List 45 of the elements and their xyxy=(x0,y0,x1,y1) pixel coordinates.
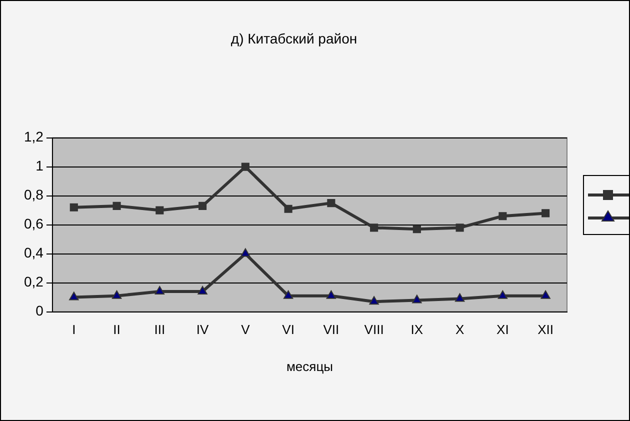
x-tick-label: IX xyxy=(410,322,424,338)
chart-title: д) Китабский район xyxy=(230,30,358,46)
x-tick-label: II xyxy=(113,322,120,338)
point xyxy=(112,202,121,210)
point xyxy=(283,290,294,299)
point xyxy=(198,286,208,294)
point xyxy=(327,199,336,208)
point xyxy=(412,294,422,304)
point xyxy=(412,225,421,234)
x-tick-label: I xyxy=(72,322,76,338)
y-tick-label: 0 xyxy=(36,302,44,319)
point xyxy=(69,292,79,300)
x-tick-label: XII xyxy=(538,322,554,338)
x-tick-label: XI xyxy=(496,322,509,338)
y-tick-label: 1 xyxy=(36,158,44,174)
x-tick-label: VII xyxy=(323,322,340,338)
x-tick-label: IV xyxy=(196,322,209,338)
y-tick-label: 0,6 xyxy=(24,216,44,232)
point xyxy=(112,290,122,299)
y-tick-label: 0,4 xyxy=(24,244,44,261)
x-tick-label: III xyxy=(154,322,166,338)
x-axis-title: месяцы xyxy=(286,358,333,374)
point xyxy=(156,206,164,214)
point xyxy=(456,224,464,232)
x-tick-label: VI xyxy=(282,322,294,338)
point xyxy=(154,286,164,294)
x-tick-label: VIII xyxy=(364,322,384,338)
point xyxy=(370,224,378,232)
point xyxy=(498,212,507,220)
point xyxy=(241,162,250,171)
y-tick-label: 1,2 xyxy=(24,128,44,145)
point xyxy=(240,248,250,257)
point xyxy=(454,293,465,302)
point xyxy=(540,290,550,299)
point xyxy=(284,204,292,213)
x-tick-label: V xyxy=(241,322,250,338)
point xyxy=(542,209,550,218)
point xyxy=(326,290,336,299)
point xyxy=(198,202,207,210)
point xyxy=(369,296,379,305)
point xyxy=(498,290,508,299)
x-tick-label: X xyxy=(455,322,464,338)
y-tick-label: 0,2 xyxy=(24,274,44,290)
point xyxy=(70,203,78,212)
y-tick-label: 0,8 xyxy=(24,186,44,203)
